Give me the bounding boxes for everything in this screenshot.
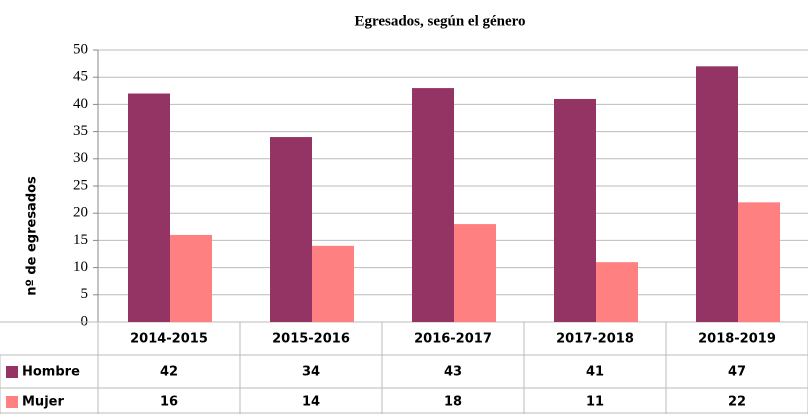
table-value: 41 <box>586 365 604 380</box>
bar <box>596 262 638 322</box>
bar <box>270 137 312 322</box>
y-tick-label: 10 <box>73 259 88 275</box>
table-value: 16 <box>160 395 178 410</box>
table-value: 43 <box>444 365 462 380</box>
table-value: 34 <box>302 365 320 380</box>
table-value: 42 <box>160 365 178 380</box>
bar <box>696 66 738 322</box>
chart-title: Egresados, según el género <box>354 13 525 29</box>
y-axis-label: nº de egresados <box>25 176 40 296</box>
x-tick-label: 2015-2016 <box>272 332 350 347</box>
legend-swatch <box>6 396 18 408</box>
x-tick-label: 2018-2019 <box>698 332 776 347</box>
y-tick-label: 5 <box>81 286 89 302</box>
y-tick-label: 45 <box>73 69 88 85</box>
table-value: 11 <box>586 395 604 410</box>
table-value: 47 <box>728 365 746 380</box>
y-tick-label: 50 <box>73 41 88 57</box>
y-tick-label: 0 <box>81 313 89 329</box>
y-tick-label: 25 <box>73 177 88 193</box>
legend-label: Mujer <box>22 395 64 410</box>
x-tick-label: 2017-2018 <box>556 332 634 347</box>
bar <box>554 98 596 323</box>
bar <box>454 224 496 322</box>
y-tick-label: 20 <box>73 205 88 221</box>
y-tick-label: 35 <box>73 123 88 139</box>
table-value: 14 <box>302 395 320 410</box>
y-tick-label: 40 <box>73 96 88 112</box>
bar <box>128 93 170 323</box>
bar <box>170 234 212 322</box>
y-tick-label: 30 <box>73 150 88 166</box>
table-value: 18 <box>444 395 462 410</box>
legend-swatch <box>6 366 18 378</box>
y-tick-label: 15 <box>73 232 88 248</box>
bar <box>738 202 780 322</box>
table-value: 22 <box>728 395 746 410</box>
x-tick-label: 2014-2015 <box>130 332 208 347</box>
x-tick-label: 2016-2017 <box>414 332 492 347</box>
bar <box>412 88 454 322</box>
bar <box>312 245 354 322</box>
legend-label: Hombre <box>22 365 80 380</box>
